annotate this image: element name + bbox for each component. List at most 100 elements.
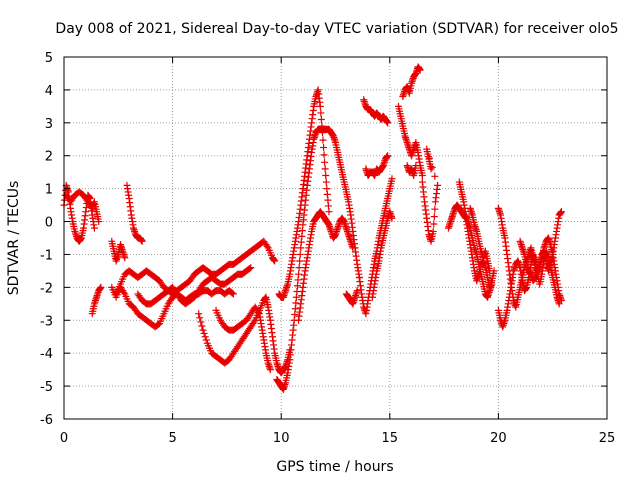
x-tick-label: 20 bbox=[490, 431, 507, 446]
y-tick-label: 1 bbox=[45, 183, 53, 198]
data-point bbox=[229, 290, 237, 298]
data-points bbox=[60, 63, 565, 393]
data-point bbox=[201, 333, 209, 341]
data-point bbox=[430, 213, 438, 221]
data-point bbox=[321, 158, 329, 166]
data-point bbox=[120, 288, 128, 296]
data-point bbox=[196, 314, 204, 322]
y-tick-label: 3 bbox=[45, 117, 53, 132]
data-point bbox=[319, 136, 327, 144]
data-point bbox=[195, 310, 203, 318]
data-point bbox=[384, 152, 392, 160]
data-point bbox=[254, 308, 262, 316]
series-s9 bbox=[195, 293, 294, 377]
x-tick-label: 25 bbox=[599, 431, 616, 446]
data-point bbox=[250, 318, 258, 326]
data-point bbox=[198, 322, 206, 330]
data-point bbox=[349, 244, 357, 252]
series-s18 bbox=[362, 152, 392, 179]
series-s19 bbox=[394, 102, 426, 179]
data-point bbox=[318, 129, 326, 137]
plot-frame bbox=[63, 56, 608, 420]
x-tick-label: 5 bbox=[168, 431, 176, 446]
series-s8 bbox=[134, 264, 255, 308]
data-point bbox=[247, 264, 255, 272]
series-s22 bbox=[418, 145, 442, 245]
series-s24 bbox=[455, 178, 496, 301]
data-point bbox=[317, 116, 325, 124]
x-axis-label: GPS time / hours bbox=[276, 459, 393, 475]
data-point bbox=[416, 66, 424, 74]
data-point bbox=[202, 336, 210, 344]
data-point bbox=[197, 318, 205, 326]
data-point bbox=[431, 172, 439, 180]
y-tick-label: -4 bbox=[40, 347, 53, 362]
y-tick-label: 5 bbox=[45, 51, 53, 66]
data-point bbox=[321, 165, 329, 173]
series-s20 bbox=[399, 63, 424, 100]
data-point bbox=[316, 102, 324, 110]
y-tick-label: 0 bbox=[45, 216, 53, 231]
data-point bbox=[429, 227, 437, 235]
data-point bbox=[199, 326, 207, 334]
y-tick-label: -1 bbox=[40, 248, 53, 263]
y-tick-label: -5 bbox=[40, 380, 53, 395]
x-tick-labels: 0 5 10 15 20 25 bbox=[60, 431, 615, 446]
chart-title: Day 008 of 2021, Sidereal Day-to-day VTE… bbox=[55, 21, 618, 37]
y-axis-label: SDTVAR / TECUs bbox=[6, 181, 22, 296]
data-point bbox=[138, 237, 146, 245]
data-point bbox=[246, 264, 254, 272]
data-point bbox=[488, 280, 496, 288]
y-tick-label: 4 bbox=[45, 84, 53, 99]
data-point bbox=[266, 366, 274, 374]
data-point bbox=[486, 267, 494, 275]
data-point bbox=[557, 208, 565, 216]
axis-ticks bbox=[63, 56, 608, 420]
series-s14 bbox=[342, 287, 361, 308]
series-s4 bbox=[108, 237, 129, 265]
data-point bbox=[322, 171, 330, 179]
data-point bbox=[322, 178, 330, 186]
data-point bbox=[557, 297, 565, 305]
series-s1 bbox=[60, 181, 98, 245]
data-point bbox=[388, 175, 396, 183]
x-tick-label: 10 bbox=[273, 431, 290, 446]
data-point bbox=[418, 171, 426, 179]
x-tick-label: 0 bbox=[60, 431, 68, 446]
data-point bbox=[317, 109, 325, 117]
data-point bbox=[271, 257, 279, 265]
series-s28 bbox=[516, 234, 565, 305]
data-point bbox=[228, 289, 236, 297]
series-s12 bbox=[275, 86, 333, 301]
data-point bbox=[263, 242, 271, 250]
y-tick-label: 2 bbox=[45, 150, 53, 165]
series-s17 bbox=[360, 96, 392, 127]
data-point bbox=[320, 151, 328, 159]
data-point bbox=[295, 270, 303, 278]
data-point bbox=[384, 119, 392, 127]
y-tick-label: -2 bbox=[40, 281, 53, 296]
data-point bbox=[295, 264, 303, 272]
data-point bbox=[325, 208, 333, 216]
series-s25 bbox=[466, 204, 494, 275]
series-s13 bbox=[295, 208, 357, 324]
y-tick-label: -3 bbox=[40, 314, 53, 329]
data-point bbox=[431, 205, 439, 213]
data-point bbox=[97, 283, 105, 291]
series-s21 bbox=[403, 162, 420, 179]
data-point bbox=[353, 287, 361, 295]
data-point bbox=[121, 254, 129, 262]
series-s2 bbox=[62, 188, 103, 226]
data-point bbox=[318, 122, 326, 130]
data-point bbox=[388, 214, 396, 222]
data-point bbox=[296, 257, 304, 265]
series-s3 bbox=[88, 283, 105, 318]
data-point bbox=[427, 165, 435, 173]
series-s7 bbox=[123, 181, 146, 245]
data-point bbox=[200, 329, 208, 337]
data-point bbox=[95, 218, 103, 226]
data-point bbox=[90, 224, 98, 232]
series-s15 bbox=[355, 175, 396, 318]
